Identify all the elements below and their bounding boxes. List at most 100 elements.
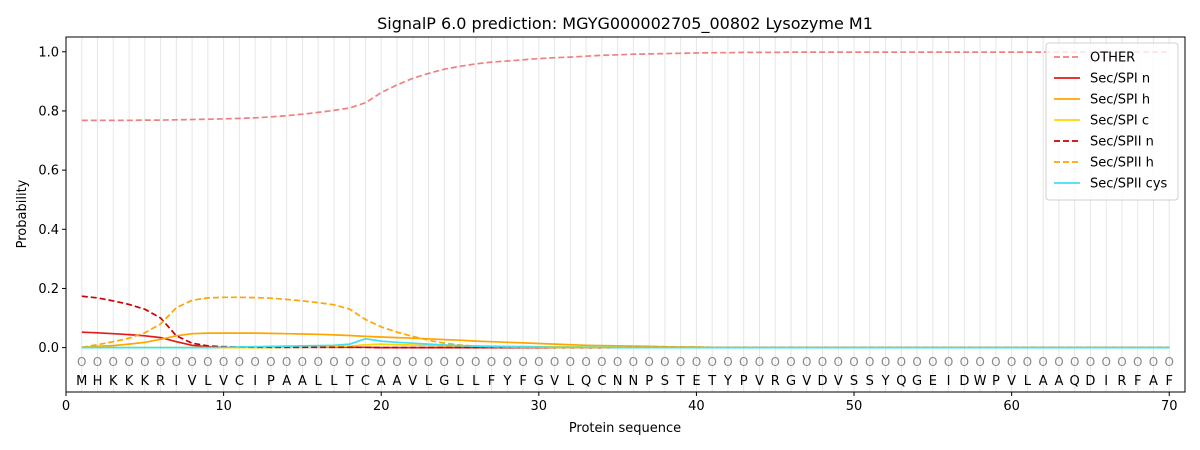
region-label: O xyxy=(503,355,512,369)
legend-label: Sec/SPII cys xyxy=(1090,177,1168,192)
legend-box xyxy=(1045,42,1179,201)
residue-label: L xyxy=(567,374,575,389)
region-label: O xyxy=(266,355,275,369)
residue-label: S xyxy=(661,374,669,389)
region-label: O xyxy=(928,355,937,369)
region-label: O xyxy=(1038,355,1047,369)
region-label: O xyxy=(960,355,969,369)
residue-label: S xyxy=(866,374,874,389)
region-label: O xyxy=(1007,355,1016,369)
residue-label: Q xyxy=(581,374,591,389)
x-tick-label: 10 xyxy=(215,399,232,414)
region-label: O xyxy=(1117,355,1126,369)
residue-label: S xyxy=(850,374,858,389)
region-label: O xyxy=(93,355,102,369)
residue-label: F xyxy=(488,374,495,389)
region-label: O xyxy=(723,355,732,369)
residue-label: N xyxy=(629,374,639,389)
region-label: O xyxy=(660,355,669,369)
sequence-labels: OMOHOKOKOKOROIOVOLOVOCOIOPOAOAOLOLOTOCOA… xyxy=(76,355,1174,389)
region-label: O xyxy=(140,355,149,369)
residue-label: P xyxy=(992,374,1000,389)
series-line xyxy=(81,337,1170,349)
region-label: O xyxy=(424,355,433,369)
x-axis-label: Protein sequence xyxy=(569,421,681,436)
region-label: O xyxy=(329,355,338,369)
residue-label: T xyxy=(676,374,685,389)
residue-label: L xyxy=(204,374,212,389)
legend-label: Sec/SPI n xyxy=(1090,72,1150,87)
gridlines xyxy=(81,37,1170,392)
residue-label: R xyxy=(156,374,165,389)
region-label: O xyxy=(786,355,795,369)
residue-label: V xyxy=(834,374,843,389)
residue-label: F xyxy=(1134,374,1141,389)
residue-label: Y xyxy=(502,374,511,389)
residue-label: A xyxy=(377,374,386,389)
residue-label: E xyxy=(692,374,700,389)
region-label: O xyxy=(1086,355,1095,369)
residue-label: L xyxy=(472,374,480,389)
residue-label: M xyxy=(76,374,87,389)
residue-label: T xyxy=(707,374,716,389)
region-label: O xyxy=(834,355,843,369)
region-label: O xyxy=(802,355,811,369)
axes: 0 10 20 30 40 50 60 70 0.0 0.2 0.4 0.6 0.8 1.0 xyxy=(38,45,1177,414)
y-tick-label: 0.2 xyxy=(38,282,59,297)
region-label: O xyxy=(897,355,906,369)
region-label: O xyxy=(471,355,480,369)
region-label: O xyxy=(739,355,748,369)
residue-label: F xyxy=(1165,374,1172,389)
residue-label: G xyxy=(534,374,544,389)
residue-label: P xyxy=(740,374,748,389)
residue-label: Q xyxy=(896,374,906,389)
legend-label: Sec/SPI c xyxy=(1090,114,1149,129)
residue-label: V xyxy=(188,374,197,389)
x-tick-label: 60 xyxy=(1003,399,1020,414)
region-label: O xyxy=(566,355,575,369)
region-label: O xyxy=(849,355,858,369)
legend-label: Sec/SPII h xyxy=(1090,156,1154,171)
region-label: O xyxy=(313,355,322,369)
region-label: O xyxy=(629,355,638,369)
residue-label: K xyxy=(141,374,150,389)
residue-label: I xyxy=(174,374,178,389)
region-label: O xyxy=(1070,355,1079,369)
x-tick-label: 70 xyxy=(1161,399,1178,414)
region-label: O xyxy=(203,355,212,369)
y-axis-label: Probability xyxy=(15,179,30,248)
region-label: O xyxy=(124,355,133,369)
region-label: O xyxy=(597,355,606,369)
y-tick-label: 0.0 xyxy=(38,341,59,356)
region-label: O xyxy=(518,355,527,369)
residue-label: K xyxy=(109,374,118,389)
series-lines xyxy=(81,51,1170,349)
residue-label: V xyxy=(408,374,417,389)
region-label: O xyxy=(440,355,449,369)
residue-label: A xyxy=(1054,374,1063,389)
region-label: O xyxy=(172,355,181,369)
region-label: O xyxy=(755,355,764,369)
series-line xyxy=(81,51,1170,122)
residue-label: A xyxy=(1149,374,1158,389)
x-tick-label: 30 xyxy=(531,399,548,414)
region-label: O xyxy=(455,355,464,369)
residue-label: H xyxy=(93,374,103,389)
residue-label: K xyxy=(125,374,134,389)
region-label: O xyxy=(1165,355,1174,369)
region-label: O xyxy=(1101,355,1110,369)
residue-label: W xyxy=(974,374,987,389)
residue-label: T xyxy=(345,374,354,389)
region-label: O xyxy=(1023,355,1032,369)
region-label: O xyxy=(534,355,543,369)
region-label: O xyxy=(692,355,701,369)
region-label: O xyxy=(187,355,196,369)
region-label: O xyxy=(865,355,874,369)
region-label: O xyxy=(1149,355,1158,369)
region-label: O xyxy=(376,355,385,369)
chart-title: SignalP 6.0 prediction: MGYG000002705_00… xyxy=(377,14,873,34)
y-tick-label: 0.4 xyxy=(38,223,59,238)
residue-label: A xyxy=(1039,374,1048,389)
region-label: O xyxy=(219,355,228,369)
